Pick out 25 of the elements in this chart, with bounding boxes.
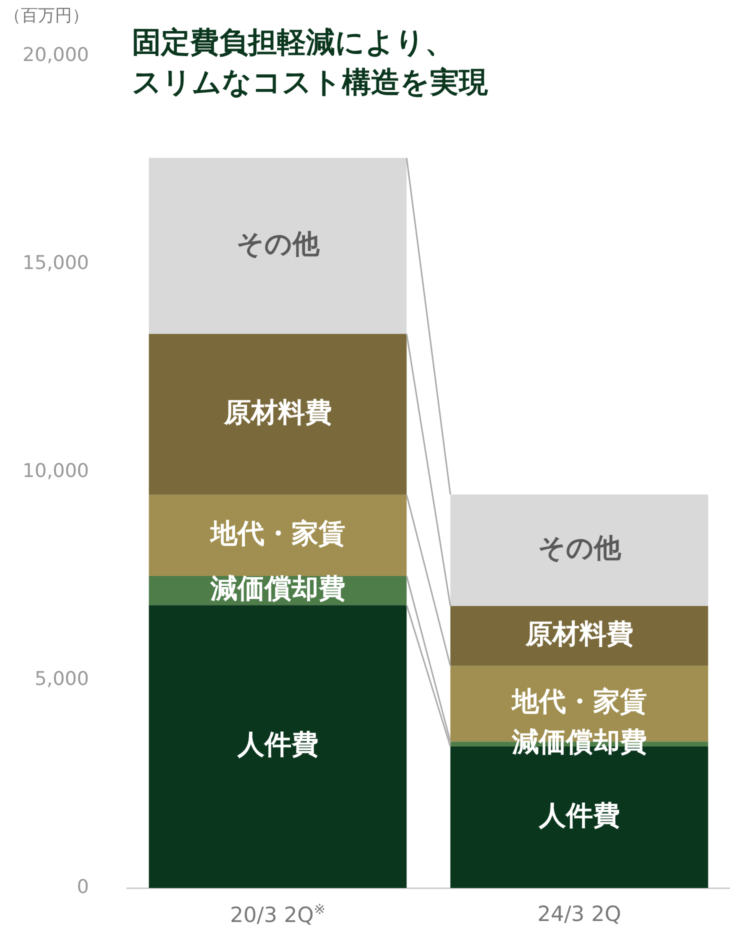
series-label: その他 xyxy=(538,533,622,564)
text: 減価償却費 xyxy=(512,727,647,758)
x-tick-label: 20/3 2Q$^{※}$ xyxy=(230,902,326,927)
y-tick-label: 15,000 xyxy=(22,252,89,274)
bar xyxy=(450,494,708,606)
series-label: 原材料費 xyxy=(524,618,634,650)
bar xyxy=(148,158,407,334)
y-tick-label: 20,000 xyxy=(22,44,89,66)
x-tick-label: 24/3 2Q xyxy=(537,902,622,926)
series-label: 地代・家賃 xyxy=(510,686,647,718)
text: その他 xyxy=(236,228,320,260)
bar xyxy=(450,606,708,666)
chart-title: 固定費負担軽減により、スリムなコスト構造を実現 xyxy=(132,24,489,101)
series-label: 人件費 xyxy=(538,800,620,832)
y-tick-label: 10,000 xyxy=(22,460,89,482)
text: 人件費 xyxy=(237,730,318,761)
bar xyxy=(148,334,407,495)
bar xyxy=(148,494,407,576)
series-label: 減価償却費 xyxy=(209,574,346,605)
y-tick-label: 0 xyxy=(76,876,89,898)
y-tick-label: 5,000 xyxy=(34,668,89,690)
text: 地代・家賃 xyxy=(210,518,346,550)
bar xyxy=(148,605,407,888)
y-axis-title: （百万円） xyxy=(4,5,89,27)
text: 原材料費 xyxy=(224,397,332,428)
